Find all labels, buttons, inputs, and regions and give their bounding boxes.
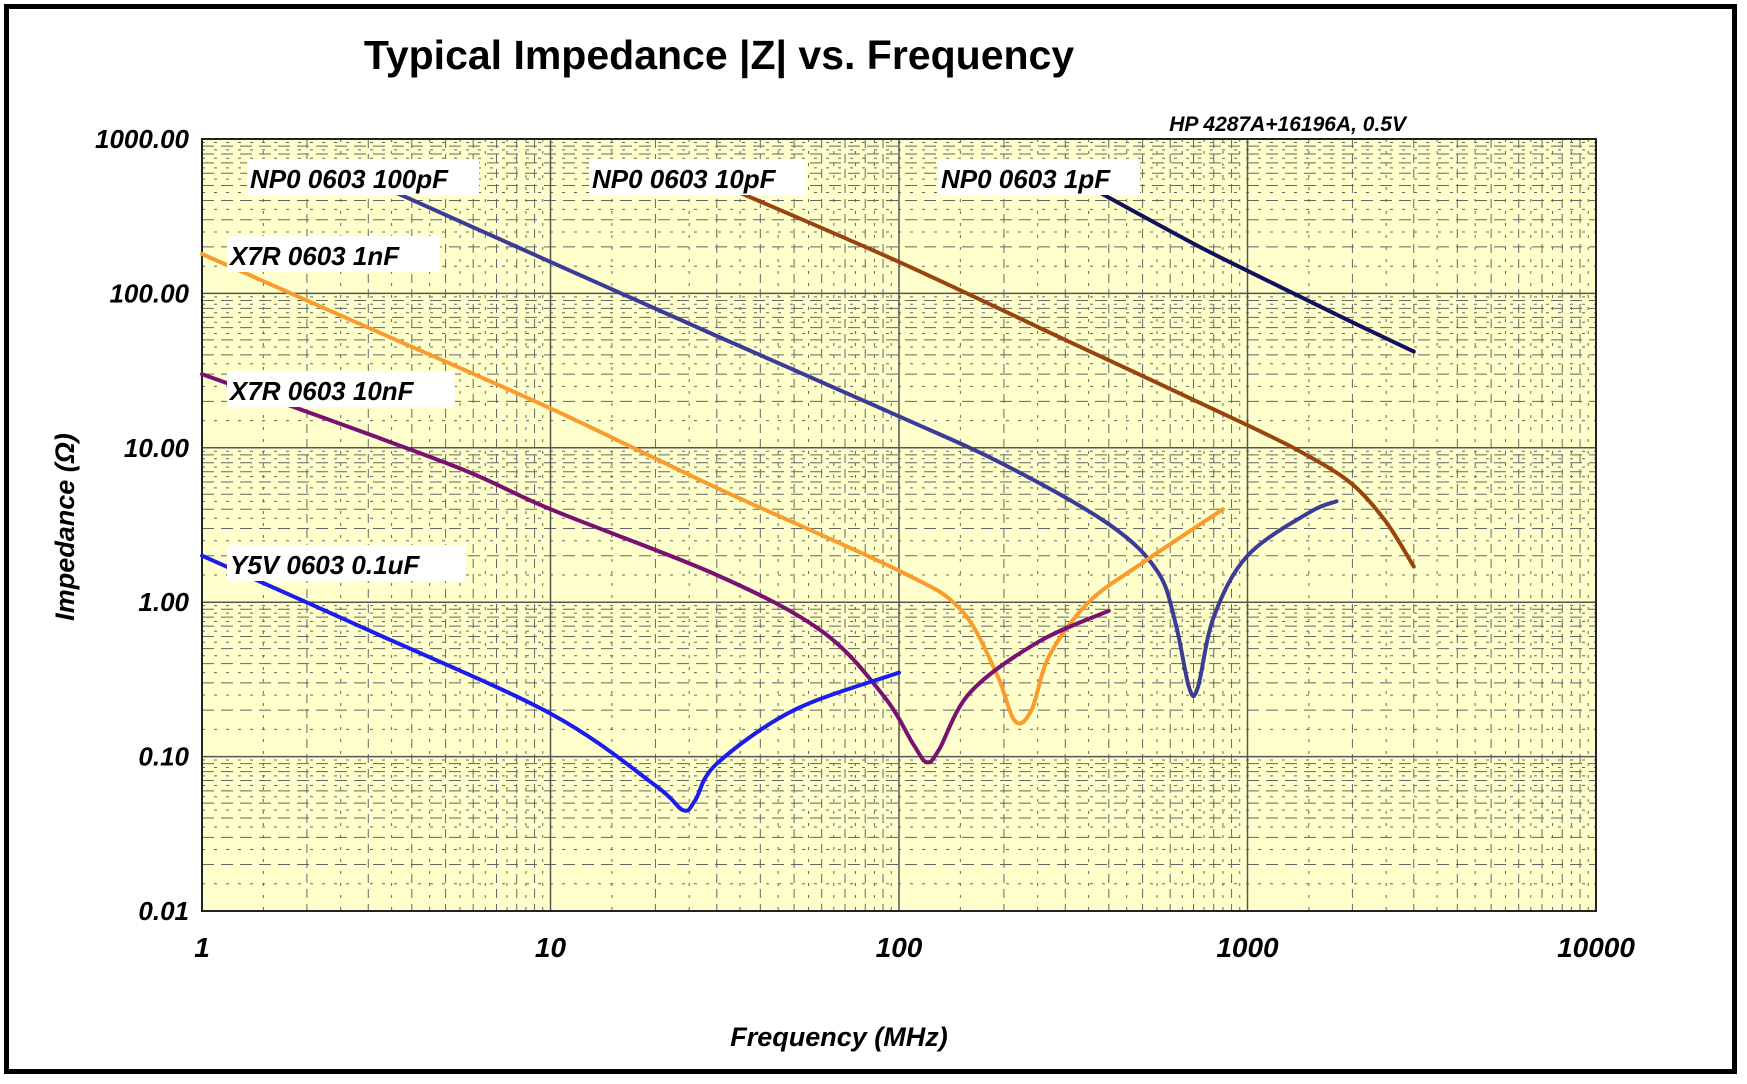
instrument-note: HP 4287A+16196A, 0.5V [1169,113,1408,136]
y-tick-label: 10.00 [124,433,190,463]
series-line [1095,189,1416,354]
x-tick-label: 100 [876,932,923,963]
series-label-text: NP0 0603 100pF [250,164,449,194]
y-axis-label: Impedance (Ω) [50,433,80,621]
y-tick-label: 0.01 [138,896,189,926]
series-label-x7r-1nf: X7R 0603 1nF [227,236,440,272]
series-line [714,180,1416,569]
series-line [366,178,1339,699]
x-tick-label: 10000 [1557,932,1635,963]
series-label-text: Y5V 0603 0.1uF [230,550,420,580]
grid-layer [201,138,1597,912]
x-tick-label: 1000 [1216,932,1279,963]
series-line [200,553,901,813]
x-tick-label: 1 [194,932,210,963]
series-label-np0-100pf: NP0 0603 100pF [247,159,479,195]
x-axis-label: Frequency (MHz) [730,1022,948,1052]
series-line [200,372,1111,765]
y-tick-label: 0.10 [138,742,189,772]
series-label-text: NP0 0603 1pF [941,164,1111,194]
series-line [200,252,1225,726]
ticks-layer: 1 10 100 1000 10000 0.01 0.10 1.00 10.00 100.00 10… [95,124,1635,963]
chart-frame: Typical Impedance |Z| vs. Frequency HP 4… [4,4,1737,1074]
series-layer [200,178,1416,813]
y-tick-label: 1.00 [138,587,189,617]
series-label-np0-1pf: NP0 0603 1pF [938,159,1140,195]
plot-border [201,138,1597,912]
x-tick-label: 10 [535,932,567,963]
series-label-text: NP0 0603 10pF [592,164,777,194]
series-label-y5v-0-1uf: Y5V 0603 0.1uF [227,545,465,581]
series-label-x7r-10nf: X7R 0603 10nF [227,371,455,407]
series-label-text: X7R 0603 10nF [228,376,415,406]
y-tick-label: 1000.00 [95,124,190,154]
impedance-chart: Typical Impedance |Z| vs. Frequency HP 4… [50,32,1635,1052]
y-tick-label: 100.00 [109,278,189,308]
series-label-np0-10pf: NP0 0603 10pF [589,159,806,195]
chart-title: Typical Impedance |Z| vs. Frequency [364,32,1075,78]
series-label-text: X7R 0603 1nF [228,241,400,271]
